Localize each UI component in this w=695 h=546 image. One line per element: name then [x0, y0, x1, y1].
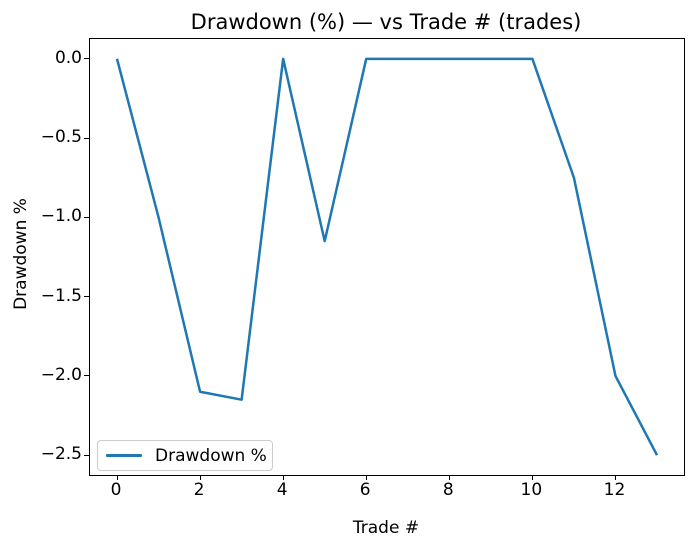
x-tick-mark [531, 475, 533, 480]
x-tick-label: 0 [110, 480, 122, 500]
x-tick-mark [365, 475, 367, 480]
y-tick-label: −2.0 [40, 364, 82, 385]
chart-title: Drawdown (%) — vs Trade # (trades) [190, 10, 582, 34]
x-tick-mark [199, 475, 201, 480]
y-tick-mark [84, 296, 89, 298]
line-plot-canvas [115, 57, 659, 456]
y-tick-label: 0.0 [54, 47, 82, 68]
x-tick-mark [116, 475, 118, 480]
y-tick-label: −2.5 [40, 444, 82, 465]
plot-area [84, 38, 685, 480]
y-tick-label: −1.0 [40, 206, 82, 227]
drawdown-line-series [115, 57, 659, 456]
y-tick-mark [84, 216, 89, 218]
y-tick-mark [84, 454, 89, 456]
x-tick-label: 4 [276, 480, 288, 500]
x-axis-label: Trade # [352, 518, 420, 538]
y-tick-label: −0.5 [40, 127, 82, 148]
x-tick-mark [614, 475, 616, 480]
x-tick-label: 6 [359, 480, 371, 500]
legend-entry-label: Drawdown % [155, 445, 267, 466]
y-tick-mark [84, 375, 89, 377]
x-tick-mark [282, 475, 284, 480]
x-tick-label: 10 [520, 480, 543, 500]
x-tick-label: 12 [603, 480, 626, 500]
x-tick-mark [448, 475, 450, 480]
legend-line-swatch [106, 454, 142, 457]
y-tick-mark [84, 137, 89, 139]
legend: Drawdown % [97, 440, 273, 471]
x-tick-label: 8 [442, 480, 454, 500]
y-tick-mark [84, 58, 89, 60]
y-tick-label: −1.5 [40, 285, 82, 306]
x-tick-label: 2 [193, 480, 205, 500]
